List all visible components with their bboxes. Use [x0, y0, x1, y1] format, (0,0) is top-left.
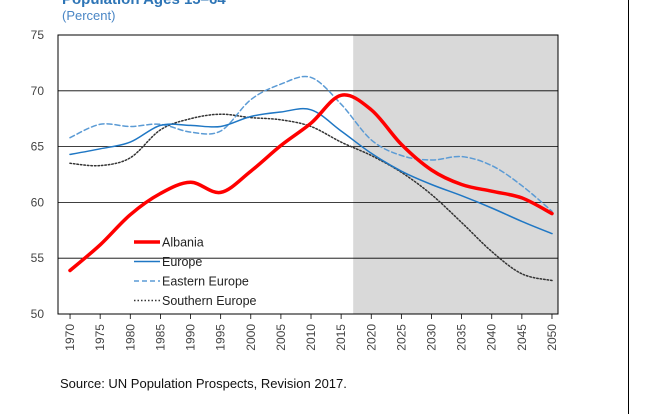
x-tick-label: 2000: [244, 324, 258, 351]
x-tick-label: 1985: [153, 324, 167, 351]
y-tick-label: 70: [31, 84, 45, 98]
x-tick-label: 2010: [304, 324, 318, 351]
legend-label-eastern-europe: Eastern Europe: [162, 275, 249, 289]
x-tick-label: 2050: [545, 324, 559, 351]
y-tick-label: 75: [31, 28, 45, 42]
chart-subtitle: (Percent): [62, 8, 116, 23]
series-line-eastern-europe: [69, 75, 553, 213]
series-line-albania: [68, 93, 554, 273]
x-tick-label: 2040: [485, 324, 499, 351]
x-tick-label: 2035: [455, 324, 469, 351]
legend-label-southern-europe: Southern Europe: [162, 294, 257, 308]
x-tick-label: 2045: [515, 324, 529, 351]
legend-label-europe: Europe: [162, 255, 202, 269]
y-tick-label: 55: [31, 251, 45, 265]
x-tick-label: 1980: [123, 324, 137, 351]
series-line-europe: [69, 107, 553, 235]
legend-label-albania: Albania: [162, 236, 204, 250]
x-tick-label: 2005: [274, 324, 288, 351]
x-tick-label: 1995: [214, 324, 228, 351]
x-tick-label: 2020: [364, 324, 378, 351]
projection-shading: [353, 35, 558, 314]
x-tick-label: 1975: [93, 324, 107, 351]
chart-title: Population Ages 15–64: [62, 0, 226, 8]
x-tick-label: 1970: [63, 324, 77, 351]
source-note: Source: UN Population Prospects, Revisio…: [60, 376, 347, 391]
plot-border: [57, 34, 559, 315]
y-tick-label: 60: [31, 195, 45, 209]
frame-border: [628, 0, 629, 414]
x-tick-label: 2025: [394, 324, 408, 351]
series-line-southern-europe: [69, 113, 553, 282]
x-tick-label: 1990: [184, 324, 198, 351]
x-tick-label: 2015: [334, 324, 348, 351]
y-tick-label: 65: [31, 140, 45, 154]
y-tick-label: 50: [31, 307, 45, 321]
x-tick-label: 2030: [424, 324, 438, 351]
